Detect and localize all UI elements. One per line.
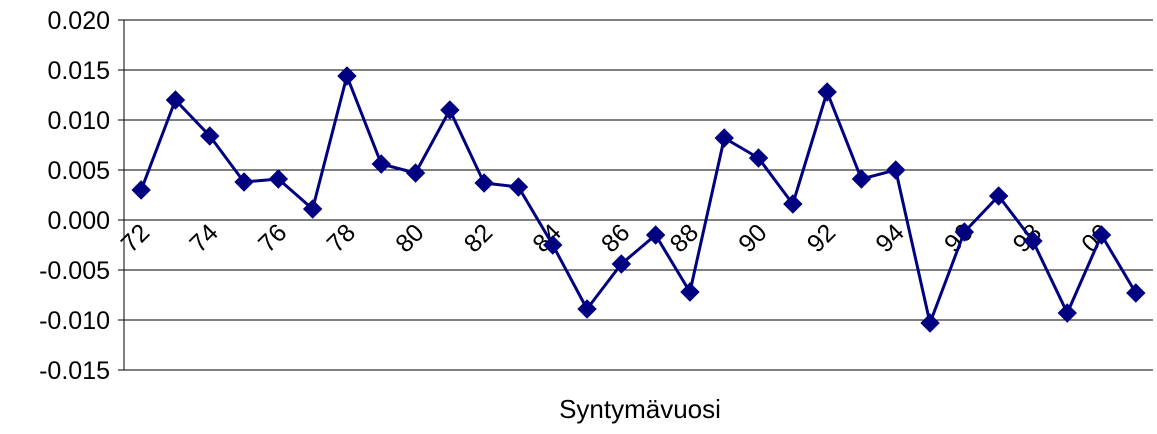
- x-tick-label: 72: [116, 219, 155, 258]
- data-point-marker: [268, 169, 289, 189]
- data-point-marker: [851, 169, 872, 189]
- data-point-marker: [1057, 303, 1077, 323]
- series-line: [139, 74, 1138, 325]
- data-point-marker: [988, 186, 1009, 206]
- y-tick-label: 0.020: [47, 7, 110, 35]
- data-point-marker: [131, 180, 151, 200]
- data-point-marker: [302, 199, 323, 219]
- data-point-marker: [1126, 283, 1146, 303]
- data-point-marker: [440, 100, 460, 120]
- data-point-marker: [611, 254, 632, 274]
- data-point-marker: [920, 313, 940, 333]
- y-tick-labels: 0.020 0.015 0.010 0.005 0.000 -0.005 -0.010 -0.…: [39, 7, 110, 385]
- data-point-marker: [577, 299, 597, 319]
- data-point-marker: [234, 172, 254, 192]
- data-point-marker: [680, 282, 700, 302]
- y-tick-label: 0.005: [47, 157, 110, 185]
- data-point-marker: [371, 154, 391, 174]
- data-point-marker: [165, 90, 186, 110]
- data-point-marker: [337, 66, 357, 86]
- x-tick-label: 94: [870, 219, 910, 259]
- data-point-marker: [474, 173, 494, 193]
- data-point-marker: [543, 235, 563, 255]
- y-tick-label: -0.015: [39, 357, 110, 385]
- x-tick-label: 92: [802, 219, 841, 258]
- y-tick-label: 0.010: [47, 107, 110, 135]
- x-tick-label: 90: [733, 219, 772, 258]
- x-axis-title: Syntymävuosi: [559, 394, 721, 424]
- x-tick-label: 76: [253, 219, 292, 258]
- data-point-marker: [645, 225, 666, 245]
- x-tick-label: 80: [390, 219, 429, 258]
- y-tick-label: 0.015: [47, 57, 110, 85]
- x-tick-label: 86: [596, 219, 635, 258]
- data-point-marker: [954, 222, 975, 242]
- data-point-marker: [817, 82, 837, 102]
- y-tick-label: 0.000: [47, 207, 110, 235]
- data-point-marker: [783, 194, 803, 214]
- data-point-marker: [886, 160, 906, 180]
- data-point-marker: [1023, 231, 1043, 251]
- y-tick-label: -0.005: [39, 257, 110, 285]
- data-point-marker: [508, 177, 529, 197]
- series: [131, 66, 1146, 333]
- data-point-marker: [405, 163, 426, 183]
- y-tick-label: -0.010: [39, 307, 110, 335]
- data-point-marker: [748, 148, 769, 168]
- x-tick-label: 74: [184, 219, 224, 259]
- x-tick-label: 78: [322, 219, 361, 258]
- data-point-marker: [714, 128, 734, 148]
- data-point-marker: [200, 126, 220, 146]
- data-point-marker: [1091, 225, 1112, 245]
- axes: [118, 19, 1153, 371]
- x-tick-label: 82: [459, 219, 498, 258]
